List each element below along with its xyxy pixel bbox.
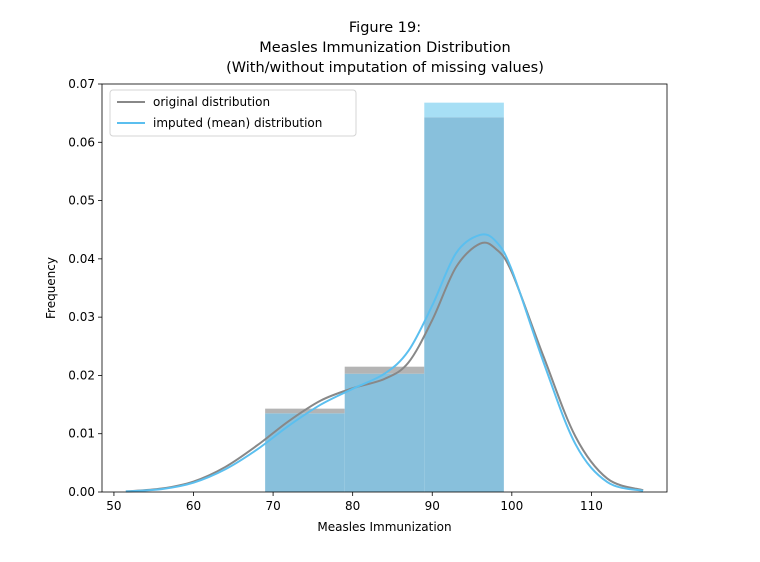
y-tick-label: 0.07 <box>68 77 95 91</box>
kde-line-imputed <box>125 233 644 493</box>
histogram-bar <box>344 373 425 492</box>
y-tick-label: 0.03 <box>68 310 95 324</box>
y-tick-label: 0.06 <box>68 135 95 149</box>
y-tick-label: 0.02 <box>68 368 95 382</box>
histogram-bar-imputed <box>424 102 504 118</box>
chart-title-line: Measles Immunization Distribution <box>259 40 510 56</box>
x-tick-label: 50 <box>106 499 121 513</box>
chart-title-line: Figure 19: <box>349 20 421 36</box>
y-tick-label: 0.05 <box>68 194 95 208</box>
x-tick-label: 110 <box>580 499 603 513</box>
chart-title: Figure 19: Measles Immunization Distribut… <box>226 20 544 76</box>
y-tick-label: 0.04 <box>68 252 95 266</box>
y-axis: 0.00 0.01 0.02 0.03 0.04 0.05 0.06 0.07 Frequenc… <box>44 77 102 499</box>
plot-frame <box>101 83 668 493</box>
x-axis-label: Measles Immunization <box>317 520 451 534</box>
histogram-bar-original <box>344 366 425 374</box>
kde-line-original <box>125 241 644 493</box>
y-tick-label: 0.01 <box>68 427 95 441</box>
y-tick-label: 0.00 <box>68 485 95 499</box>
legend: original distribution imputed (mean) dist… <box>109 89 357 137</box>
histogram-bar <box>424 117 504 493</box>
plot-area <box>101 83 668 493</box>
x-tick-label: 100 <box>500 499 523 513</box>
x-axis: 50 60 70 80 90 100 110 Measles Immunization <box>106 492 603 534</box>
legend-box <box>109 89 357 137</box>
y-axis-label: Frequency <box>44 257 58 319</box>
histogram-bar <box>265 413 345 492</box>
x-tick-label: 90 <box>425 499 440 513</box>
legend-entry-label: original distribution <box>153 95 270 109</box>
x-tick-label: 80 <box>345 499 360 513</box>
x-tick-label: 60 <box>186 499 201 513</box>
chart-title-line: (With/without imputation of missing valu… <box>226 60 544 76</box>
legend-entry-label: imputed (mean) distribution <box>153 116 322 130</box>
x-tick-label: 70 <box>265 499 280 513</box>
